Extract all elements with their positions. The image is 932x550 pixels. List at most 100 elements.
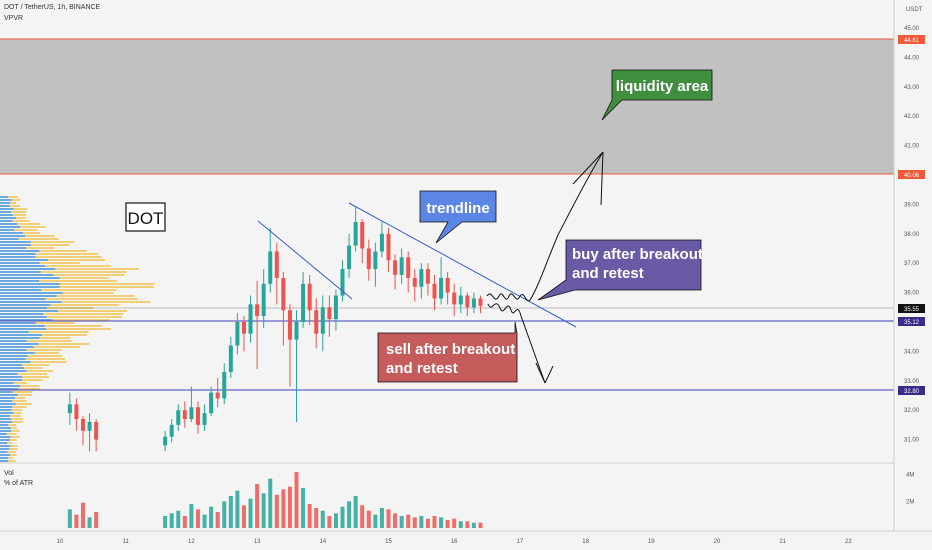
vpvr-bar-up — [0, 346, 34, 348]
price-tick-label: 43.00 — [904, 85, 920, 91]
candle-body — [87, 421, 92, 431]
vpvr-bar-up — [0, 415, 10, 417]
vpvr-bar-down — [10, 415, 21, 417]
buy-callout[interactable] — [537, 239, 702, 301]
vpvr-bar-down — [12, 220, 30, 222]
candle-body — [80, 419, 85, 431]
volume-bar — [301, 488, 306, 528]
vpvr-bar-up — [0, 457, 9, 459]
dot-label: DOT — [128, 209, 164, 228]
vpvr-bar-up — [0, 379, 23, 381]
vpvr-bar-up — [0, 241, 31, 243]
vpvr-bar-down — [43, 313, 124, 315]
vpvr-bar-up — [0, 352, 35, 354]
vpvr-bar-up — [0, 403, 16, 405]
candle-body — [379, 233, 384, 252]
liquidity-callout[interactable] — [601, 69, 713, 121]
vpvr-bar-down — [12, 406, 27, 408]
vpvr-bar-down — [12, 400, 27, 402]
price-tick-label: 32.00 — [904, 408, 920, 414]
volume-axis: 4M 2M — [906, 473, 914, 506]
vpvr-bar-up — [0, 442, 8, 444]
vpvr-bar-down — [56, 295, 135, 297]
vpvr-bar-up — [0, 418, 12, 420]
volume-bar — [366, 510, 371, 528]
volume-bar — [353, 496, 358, 528]
sell-callout[interactable] — [377, 321, 518, 383]
candle-body — [366, 248, 371, 270]
price-tag-4461 — [898, 35, 925, 44]
vpvr-bar-down — [6, 433, 17, 435]
candle-body — [169, 424, 174, 437]
trendline-1[interactable] — [257, 220, 353, 300]
vpvr-bar-up — [0, 211, 12, 213]
vpvr-bar-down — [10, 436, 20, 438]
price-tick-label: 41.00 — [904, 144, 920, 150]
candle-body — [261, 283, 266, 317]
vpvr-bar-down — [14, 229, 38, 231]
price-tag-4006-text: 40.06 — [904, 173, 920, 179]
vpvr-bar-down — [15, 403, 32, 405]
trendline-callout[interactable] — [419, 190, 497, 244]
time-axis-bg — [0, 531, 932, 550]
vpvr-bar-up — [0, 238, 19, 240]
vpvr-bar-down — [12, 391, 33, 393]
volume-bar — [268, 478, 273, 528]
candle-body — [314, 310, 319, 334]
vpvr-bar-up — [0, 394, 18, 396]
vpvr-bar-up — [0, 349, 27, 351]
vpvr-bar-up — [0, 274, 54, 276]
vpvr-bar-down — [13, 412, 22, 414]
vpvr-bar-down — [13, 382, 28, 384]
vpvr-bar-up — [0, 454, 11, 456]
vpvr-bar-down — [53, 274, 125, 276]
price-tick-label: 31.00 — [904, 438, 920, 444]
candles — [67, 207, 483, 452]
time-axis[interactable]: 10 11 12 13 14 15 16 17 18 19 20 21 22 — [57, 539, 853, 545]
vpvr-bar-up — [0, 280, 40, 282]
volume-bar — [87, 517, 92, 528]
vpvr-bar-down — [28, 331, 89, 333]
candle-body — [445, 277, 450, 293]
candle-body — [327, 307, 332, 320]
symbol-title: DOT / TetherUS, 1h, BINANCE — [4, 4, 101, 11]
vpvr-bar-down — [48, 259, 105, 261]
vpvr-bar-down — [26, 370, 53, 372]
time-tick-label: 15 — [385, 539, 392, 545]
vpvr-bar-down — [25, 358, 65, 360]
trendline-2[interactable] — [348, 202, 577, 328]
vpvr-bar-down — [23, 232, 40, 234]
price-tag-3512-text: 35.12 — [904, 320, 920, 326]
candle-body — [163, 436, 168, 446]
sell-label-line1: sell after breakout — [386, 341, 515, 358]
sell-arrow-head — [535, 362, 554, 384]
buy-label-line1: buy after breakout — [572, 246, 703, 263]
candle-body — [228, 345, 233, 372]
candle-body — [373, 251, 378, 270]
vpvr-bar-up — [0, 208, 14, 210]
vpvr-bar-down — [8, 424, 17, 426]
time-tick-label: 16 — [451, 539, 458, 545]
vpvr-bar-down — [39, 280, 118, 282]
candle-body — [353, 222, 358, 246]
time-tick-label: 21 — [779, 539, 786, 545]
volume-bar — [202, 514, 207, 528]
vpvr-bar-up — [0, 247, 27, 249]
volume-bar — [67, 509, 72, 528]
vpvr-bar-down — [39, 337, 71, 339]
candle-body — [478, 298, 483, 306]
buy-label-line2: and retest — [572, 265, 644, 282]
vpvr-bar-down — [30, 244, 70, 246]
vpvr-bar-down — [39, 262, 80, 264]
vpvr-bar-up — [0, 460, 9, 462]
volume-bar — [425, 518, 430, 528]
vpvr-bar-up — [0, 256, 36, 258]
price-tag-4461-text: 44.61 — [904, 38, 920, 44]
volume-bar — [222, 501, 227, 528]
vpvr-bar-down — [30, 241, 75, 243]
volume-bar — [360, 505, 365, 528]
candle-body — [67, 404, 72, 414]
price-axis[interactable]: 45.0044.0043.0042.0041.0040.0039.0038.00… — [904, 26, 920, 444]
price-tag-3512 — [898, 317, 925, 326]
volume-bar — [261, 493, 266, 528]
